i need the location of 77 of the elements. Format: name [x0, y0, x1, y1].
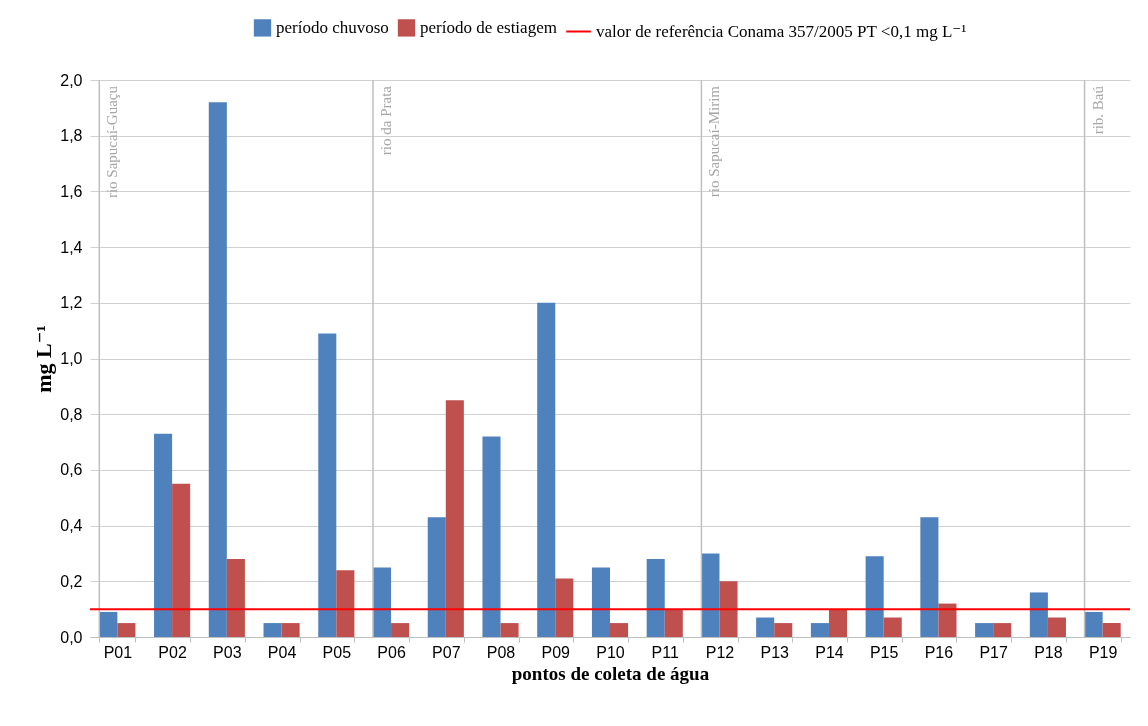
bar: [172, 483, 191, 637]
bar: [865, 556, 884, 637]
x-tick-label: P19: [1088, 643, 1118, 661]
bar: [719, 581, 738, 637]
x-tick-label: P01: [103, 643, 133, 661]
x-tick-label: P06: [377, 643, 406, 661]
bar: [975, 623, 994, 637]
x-tick-label: P17: [979, 643, 1008, 661]
bar: [591, 567, 610, 637]
bar: [208, 102, 227, 637]
x-tick-label: P16: [924, 643, 954, 661]
y-tick-label: 1,4: [60, 238, 83, 256]
y-tick-label: 1,8: [60, 127, 83, 145]
bar: [281, 623, 300, 637]
x-tick-label: P14: [815, 643, 844, 661]
bar: [372, 567, 392, 637]
x-tick-label: P08: [486, 643, 516, 661]
bar: [701, 553, 720, 637]
legend-label: período chuvoso: [276, 17, 389, 37]
bar: [226, 559, 245, 637]
bar: [318, 333, 337, 637]
bar: [263, 623, 282, 637]
x-tick-label: P18: [1034, 643, 1063, 661]
x-tick-label: P15: [869, 643, 899, 661]
legend-label: período de estiagem: [420, 17, 557, 37]
x-tick-label: P05: [322, 643, 352, 661]
ref-line-label: rio da Prata: [377, 85, 394, 156]
bar: [993, 623, 1012, 637]
bar: [920, 517, 939, 637]
bar: [883, 617, 902, 637]
bar: [1084, 611, 1103, 637]
bar: [500, 623, 519, 637]
bar: [336, 570, 355, 637]
bar: [938, 603, 957, 637]
x-tick-label: P04: [267, 643, 297, 661]
bar: [664, 609, 683, 637]
bar: [445, 400, 464, 637]
y-tick-label: 0,4: [60, 517, 83, 535]
legend-label: valor de referência Conama 357/2005 PT <0,1 mg L⁻¹: [596, 21, 967, 41]
x-tick-label: P12: [705, 643, 735, 661]
y-tick-label: 1,2: [60, 294, 83, 312]
x-tick-label: P02: [158, 643, 187, 661]
y-tick-label: 2,0: [60, 71, 83, 89]
bar: [555, 578, 574, 637]
bar: [828, 609, 848, 637]
y-tick-label: 1,6: [60, 182, 83, 200]
x-tick-label: P07: [432, 643, 461, 661]
bar: [610, 623, 629, 637]
x-tick-label: P13: [760, 643, 790, 661]
x-axis-title: pontos de coleta de água: [511, 662, 710, 684]
bar: [537, 302, 556, 637]
ref-line-label: rio Sapucaí-Guaçu: [104, 85, 121, 199]
x-tick-label: P10: [596, 643, 625, 661]
bar: [1047, 617, 1066, 637]
y-tick-label: 0,2: [60, 572, 83, 590]
y-tick-label: 0,8: [60, 405, 83, 423]
bar: [391, 623, 410, 637]
x-tick-label: P09: [541, 643, 571, 661]
bar: [427, 517, 446, 637]
y-tick-label: 1,0: [60, 350, 83, 367]
bar: [99, 611, 118, 637]
bar: [646, 559, 665, 637]
bar: [774, 623, 793, 637]
bar: [154, 433, 173, 637]
bar: [756, 617, 775, 637]
x-tick-label: P03: [213, 643, 242, 661]
x-tick-label: P11: [651, 643, 679, 661]
y-tick-label: 0,6: [60, 461, 83, 479]
bar: [1102, 623, 1121, 637]
bar: [1029, 592, 1048, 637]
ref-line-label: rio Sapucaí-Mirim: [706, 85, 723, 198]
bar: [117, 623, 136, 637]
bar: [810, 623, 829, 637]
y-tick-label: 0,0: [60, 628, 83, 646]
y-axis-title: mg L⁻¹: [31, 325, 57, 393]
bar: [482, 436, 501, 637]
ref-line-label: rib. Baú: [1089, 85, 1106, 135]
